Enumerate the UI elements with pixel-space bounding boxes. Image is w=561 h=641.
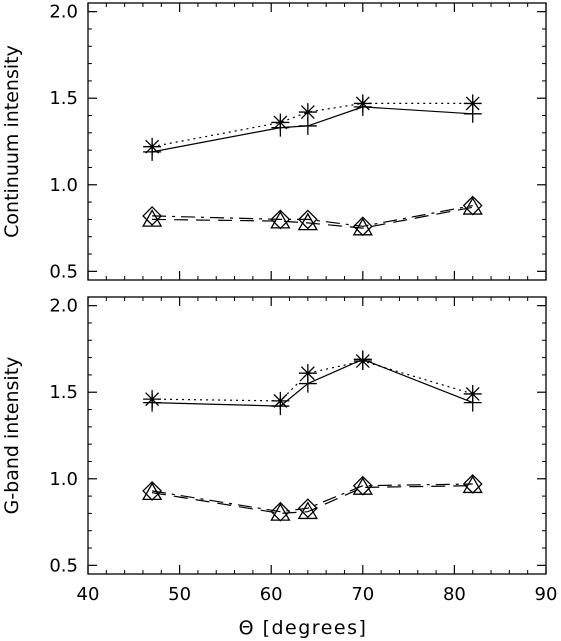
y-tick-label: 2.0 xyxy=(49,296,78,317)
diamond-marker xyxy=(270,501,291,522)
plot-frame xyxy=(87,2,547,281)
y-tick-label: 2.0 xyxy=(49,2,78,23)
asterisk-marker xyxy=(143,137,162,156)
asterisk-marker xyxy=(463,384,482,403)
diamond-marker xyxy=(297,498,318,519)
asterisk-marker xyxy=(463,94,482,113)
asterisk-marker xyxy=(353,352,372,371)
gband-panel: 40 50 60 70 80 90 0.5 1.0 1.5 2.0 G-band intensity… xyxy=(1,296,557,639)
series-line-triangle xyxy=(152,485,473,515)
diamond-marker xyxy=(462,474,483,494)
asterisk-marker xyxy=(271,391,290,410)
triangle-marker xyxy=(270,210,291,229)
y-tick-label: 1.5 xyxy=(49,382,78,403)
diamond-marker xyxy=(352,475,373,496)
diamond-marker xyxy=(462,195,483,216)
y-tick-label: 0.5 xyxy=(49,261,78,282)
diamond-marker xyxy=(142,206,163,226)
triangle-marker xyxy=(297,501,318,520)
y-tick-label: 1.0 xyxy=(49,469,78,490)
continuum-panel: 0.5 1.0 1.5 2.0 Continuum intensity xyxy=(1,2,547,282)
triangle-marker xyxy=(297,212,318,231)
y-axis-label: Continuum intensity xyxy=(1,45,23,238)
asterisk-marker xyxy=(271,113,290,132)
triangle-marker xyxy=(141,209,163,227)
x-tick-label: 50 xyxy=(168,584,191,605)
series-line-plus xyxy=(151,106,473,153)
y-axis-label: G-band intensity xyxy=(1,357,23,515)
series-line-diamond xyxy=(152,205,473,227)
asterisk-marker xyxy=(143,390,162,409)
asterisk-marker xyxy=(298,103,317,122)
series-line-triangle xyxy=(152,206,473,229)
x-tick-label: 70 xyxy=(351,584,374,605)
diamond-marker xyxy=(297,209,318,230)
y-tick-label: 1.5 xyxy=(49,88,78,109)
x-tick-label: 60 xyxy=(260,584,283,605)
x-axis-label: Θ [degrees] xyxy=(239,617,368,639)
x-tick-label: 40 xyxy=(77,584,100,605)
series-line-asterisk xyxy=(152,360,473,402)
y-tick-label: 0.5 xyxy=(49,555,78,576)
series-line-diamond xyxy=(152,483,473,513)
x-tick-label: 90 xyxy=(535,584,558,605)
asterisk-marker xyxy=(298,364,317,383)
asterisk-marker xyxy=(353,94,372,113)
diamond-marker xyxy=(142,480,163,501)
y-tick-label: 1.0 xyxy=(49,175,78,196)
series-line-asterisk xyxy=(151,102,473,148)
diamond-marker xyxy=(270,209,291,230)
series-line-plus xyxy=(152,358,473,407)
plot-frame xyxy=(87,296,547,575)
x-tick-label: 80 xyxy=(443,584,466,605)
diamond-marker xyxy=(352,216,373,237)
